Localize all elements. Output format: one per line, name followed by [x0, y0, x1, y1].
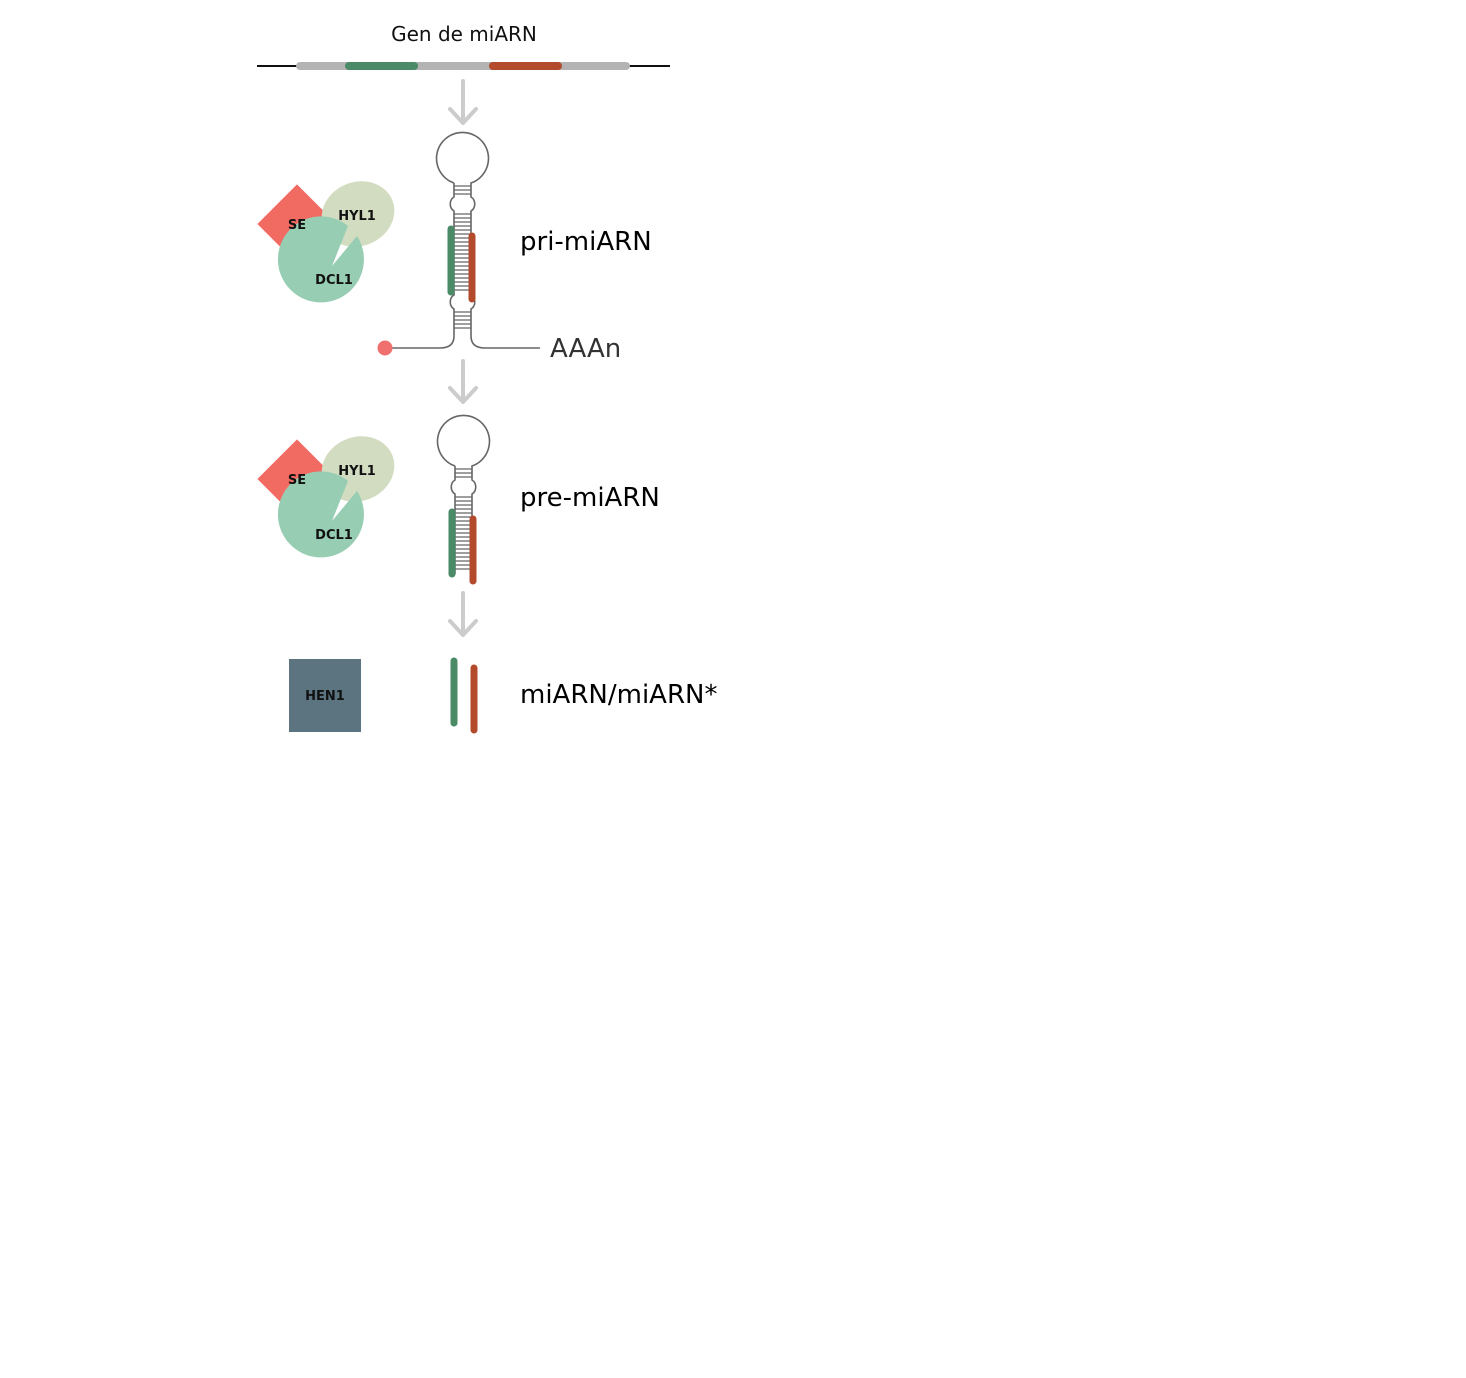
pre-base-pairs	[455, 469, 472, 569]
pre-mirna-hairpin	[438, 415, 490, 581]
down-arrow-icon	[450, 361, 476, 402]
se-label: SE	[288, 473, 306, 488]
cap-dot-icon	[378, 341, 393, 356]
se-label: SE	[288, 218, 306, 233]
pre-mirna-label: pre-miARN	[520, 483, 660, 513]
hyl1-label: HYL1	[338, 464, 376, 479]
duplex-label: miARN/miARN*	[520, 680, 717, 710]
hyl1-label: HYL1	[338, 209, 376, 224]
hen1-complex: HEN1	[289, 659, 361, 732]
hen1-label: HEN1	[305, 689, 345, 704]
pri-mirna-label: pri-miARN	[520, 227, 652, 257]
mirna-duplex	[454, 661, 474, 730]
pre-hairpin-strands	[438, 415, 490, 580]
mirna-gene: Gen de miARN	[257, 22, 670, 66]
down-arrow-icon	[450, 81, 476, 123]
pri-base-pairs	[454, 186, 471, 328]
dicing-complex-pre: SE HYL1 DCL1	[257, 425, 404, 557]
dcl1-label: DCL1	[315, 273, 353, 288]
gene-title: Gen de miARN	[391, 22, 537, 46]
poly-a-tail-label: AAAn	[550, 334, 621, 364]
dcl1-label: DCL1	[315, 528, 353, 543]
down-arrow-icon	[450, 593, 476, 635]
dicing-complex-pri: SE HYL1 DCL1	[257, 170, 404, 302]
